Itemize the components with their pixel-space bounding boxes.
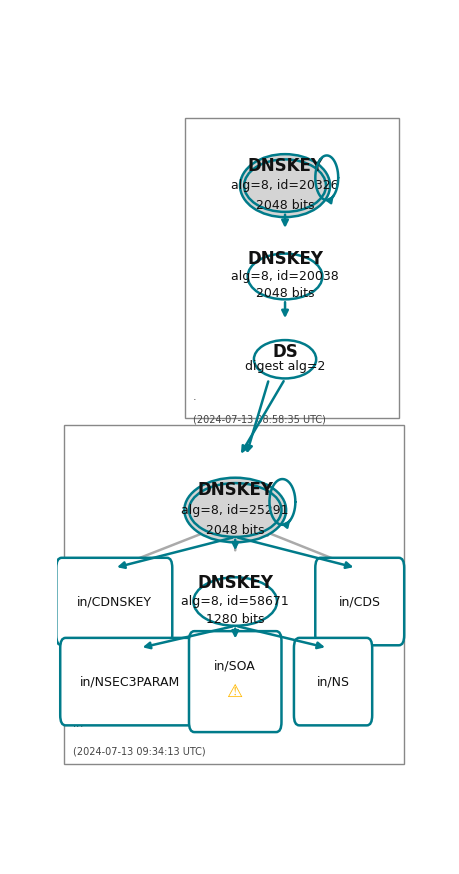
Text: (2024-07-13 09:34:13 UTC): (2024-07-13 09:34:13 UTC) — [73, 746, 206, 756]
Text: alg=8, id=20038: alg=8, id=20038 — [231, 270, 339, 283]
Text: in/NSEC3PARAM: in/NSEC3PARAM — [80, 675, 180, 688]
Text: in/SOA: in/SOA — [214, 660, 256, 673]
Text: in/CDNSKEY: in/CDNSKEY — [77, 595, 152, 608]
Text: 2048 bits: 2048 bits — [256, 288, 314, 301]
Text: ⚠️: ⚠️ — [227, 683, 243, 701]
Ellipse shape — [185, 478, 286, 542]
Text: .: . — [193, 392, 196, 402]
FancyBboxPatch shape — [189, 631, 281, 732]
Text: in/CDS: in/CDS — [339, 595, 381, 608]
Text: DS: DS — [272, 343, 298, 361]
FancyBboxPatch shape — [185, 118, 399, 418]
Ellipse shape — [248, 253, 322, 300]
Ellipse shape — [193, 578, 277, 626]
Text: in/NS: in/NS — [317, 675, 350, 688]
Text: alg=8, id=25291: alg=8, id=25291 — [181, 503, 289, 517]
Ellipse shape — [189, 483, 281, 537]
FancyBboxPatch shape — [60, 638, 201, 725]
FancyBboxPatch shape — [315, 558, 404, 645]
Text: DNSKEY: DNSKEY — [197, 574, 273, 592]
Text: 2048 bits: 2048 bits — [256, 199, 314, 212]
Text: DNSKEY: DNSKEY — [197, 481, 273, 498]
Text: in: in — [73, 718, 84, 729]
Text: DNSKEY: DNSKEY — [247, 156, 323, 175]
FancyBboxPatch shape — [294, 638, 372, 725]
Text: 1280 bits: 1280 bits — [206, 614, 264, 627]
Text: alg=8, id=20326: alg=8, id=20326 — [231, 179, 339, 192]
Text: digest alg=2: digest alg=2 — [245, 360, 325, 373]
FancyBboxPatch shape — [65, 425, 404, 765]
Ellipse shape — [240, 154, 330, 217]
Ellipse shape — [244, 159, 326, 212]
Ellipse shape — [254, 340, 316, 378]
Text: (2024-07-13 08:58:35 UTC): (2024-07-13 08:58:35 UTC) — [193, 414, 325, 425]
Text: alg=8, id=58671: alg=8, id=58671 — [181, 595, 289, 608]
FancyBboxPatch shape — [56, 558, 172, 645]
Text: DNSKEY: DNSKEY — [247, 250, 323, 268]
Text: 2048 bits: 2048 bits — [206, 524, 264, 537]
